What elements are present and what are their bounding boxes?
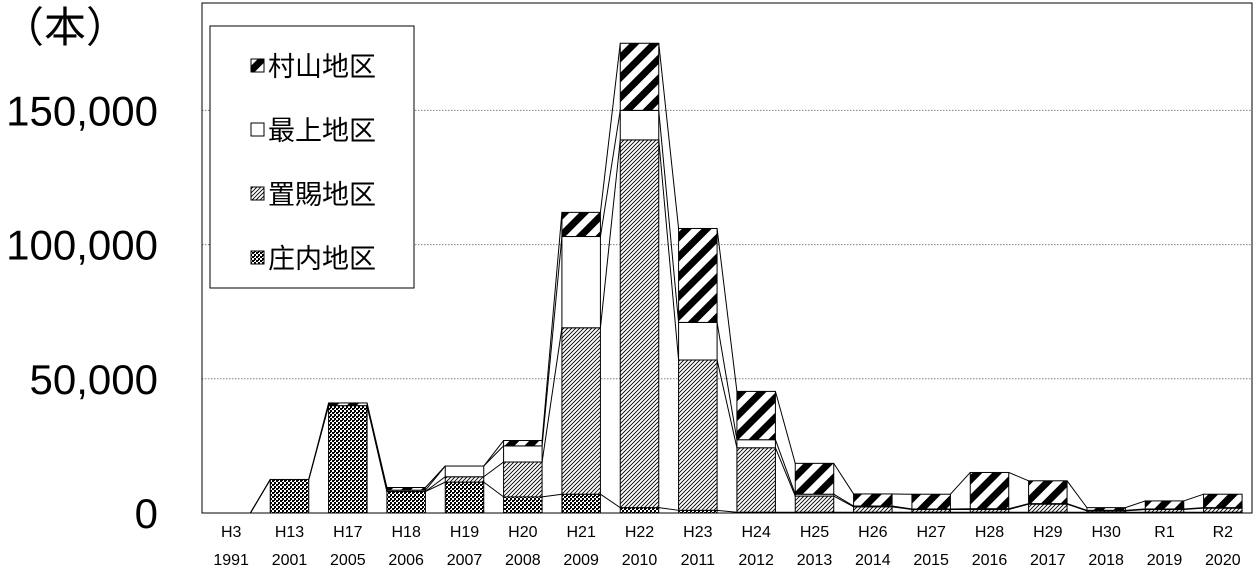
bar-segment-R1-4 [1144,500,1185,510]
x-tick-label-era: H25 [800,524,829,541]
x-tick-label-year: 2019 [1147,552,1183,569]
x-tick-label-era: H22 [625,524,654,541]
plot-area-frame [201,2,1253,514]
bar-segment-H19-1 [444,481,485,514]
x-tick-label-era: H13 [275,524,304,541]
x-tick-label-year: 2005 [330,552,366,569]
y-tick-label: 0 [135,490,158,537]
bar-segment-H22-2 [619,139,660,509]
bar-segment-H13-1 [269,478,310,514]
bar-segment-H18-4 [386,487,426,491]
x-tick-label-era: H24 [741,524,770,541]
x-tick-label-era: R2 [1213,524,1234,541]
legend-swatch [250,250,265,265]
x-tick-label-year: 2016 [972,552,1008,569]
x-tick-label-era: H30 [1091,524,1120,541]
x-tick-label-year: 1991 [213,552,249,569]
legend-label: 置賜地区 [268,180,376,211]
x-tick-label-era: H21 [566,524,595,541]
y-tick-label: 100,000 [6,222,158,269]
x-tick-label-era: H26 [858,524,887,541]
x-tick-label-year: 2018 [1088,552,1124,569]
legend-label: 庄内地区 [268,244,376,275]
bar-segment-H20-4 [503,440,543,447]
bar-segment-H20-1 [503,496,543,514]
x-tick-label-year: 2014 [855,552,891,569]
bar-segment-H20-2 [503,461,543,498]
x-tick-label-year: 2017 [1030,552,1066,569]
bar-segment-H21-4 [561,211,601,238]
x-tick-label-year: 2006 [388,552,424,569]
bar-segment-H22-4 [619,42,660,111]
x-axis-tick-labels: H3 1991 H13 2001 H17 2005 H18 2006 H19 2007 H20 200… [213,524,1240,569]
x-tick-label-era: H3 [221,524,242,541]
x-tick-label-era: H18 [391,524,420,541]
bar-segment-H26-2 [853,506,893,513]
bar-segment-H21-2 [561,327,601,495]
bar-segment-H22-1 [619,507,660,514]
x-tick-label-year: 2001 [272,552,308,569]
x-tick-label-year: 2009 [563,552,599,569]
x-tick-label-year: 2010 [622,552,658,569]
x-tick-label-era: H19 [450,524,479,541]
x-tick-label-year: 2012 [738,552,774,569]
y-tick-label: 150,000 [6,87,158,134]
bar-segment-H29-4 [1028,480,1068,505]
x-tick-label-era: R1 [1154,524,1175,541]
bar-segment-H27-4 [911,493,951,510]
x-tick-label-era: H23 [683,524,712,541]
bar-segment-H19-2 [444,476,485,483]
legend-swatch [250,186,265,201]
x-tick-label-year: 2011 [681,552,716,569]
bar-segment-H24-4 [736,390,776,441]
bar-segment-H23-2 [678,359,718,511]
bar-segment-H26-4 [853,493,893,507]
bar-segment-H30-4 [1086,507,1126,511]
unit-label: （本） [2,3,128,52]
x-tick-label-era: H27 [916,524,945,541]
bar-segment-R2-4 [1203,493,1243,509]
bar-segment-H17-1 [328,405,368,514]
x-tick-label-year: 2015 [913,552,949,569]
bar-segment-H17-4 [328,402,368,407]
bar-segment-H29-2 [1028,503,1068,513]
bar-segment-H19-3 [444,465,485,478]
bar-segment-H28-4 [969,471,1010,510]
x-tick-label-year: 2007 [447,552,483,569]
legend-box [209,25,415,289]
bar-segment-H25-2 [794,495,835,513]
bar-segment-H21-1 [561,493,601,514]
legend-label: 最上地区 [268,116,376,147]
x-tick-label-year: 2013 [797,552,833,569]
bar-segment-H24-2 [736,447,776,513]
x-tick-label-era: H20 [508,524,537,541]
legend-label: 村山地区 [268,52,376,83]
bar-segment-H23-3 [678,321,718,361]
bar-segment-H23-4 [678,227,718,323]
bar-segment-H18-1 [386,491,426,514]
bar-segment-H24-3 [736,439,776,449]
x-tick-label-year: 2020 [1205,552,1241,569]
bar-segment-H22-3 [619,109,660,141]
y-axis-tick-labels: 0 50,000 100,000 150,000 [6,87,158,537]
bar-segment-H21-3 [561,236,601,329]
bars [269,42,1243,514]
x-tick-label-era: H29 [1033,524,1062,541]
legend-swatch [250,58,265,73]
x-tick-label-era: H17 [333,524,362,541]
x-tick-label-era: H28 [975,524,1004,541]
bar-segment-H20-3 [503,445,543,463]
bar-segment-R2-2 [1203,507,1243,513]
x-tick-label-year: 2008 [505,552,541,569]
bar-segment-H25-4 [794,462,835,495]
y-tick-label: 50,000 [30,356,158,403]
legend-swatch [250,122,265,137]
